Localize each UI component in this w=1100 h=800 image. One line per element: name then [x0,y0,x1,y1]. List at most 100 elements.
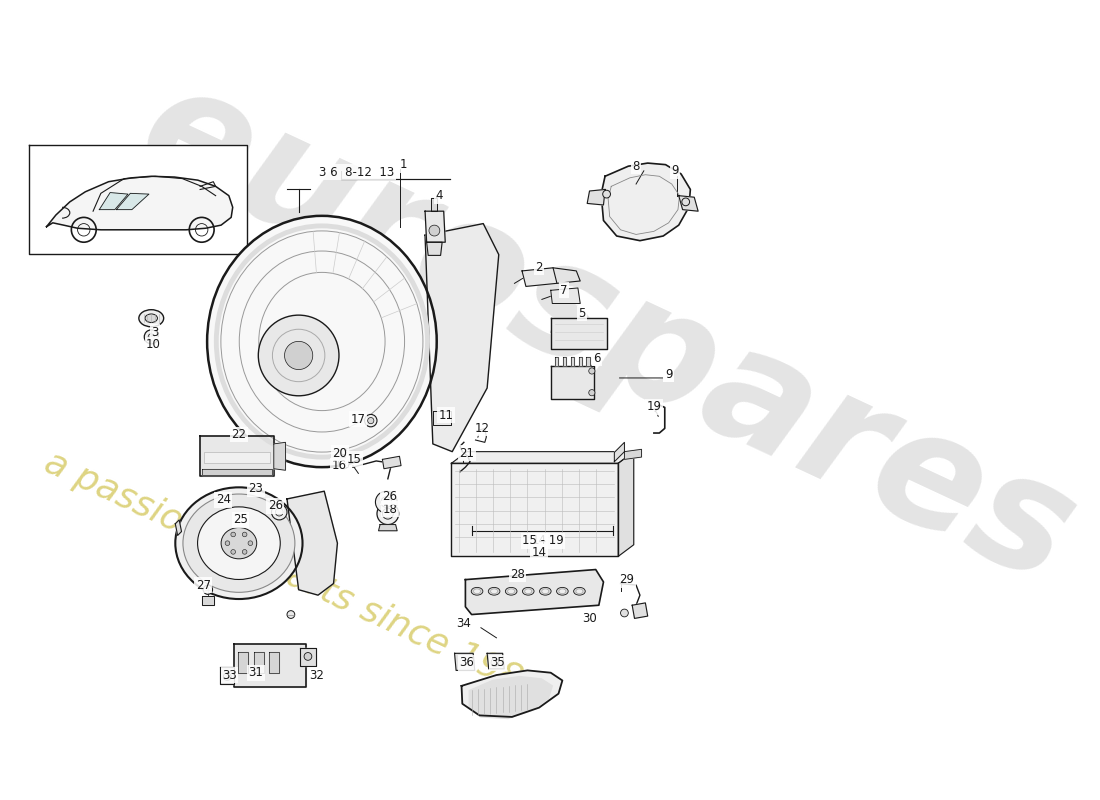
Circle shape [226,541,230,546]
Text: 5: 5 [579,307,585,320]
Polygon shape [587,190,605,205]
Ellipse shape [207,216,437,467]
Polygon shape [201,596,214,606]
Ellipse shape [539,587,551,595]
Text: 19: 19 [647,400,661,413]
Circle shape [144,330,158,344]
Polygon shape [586,357,590,366]
Text: 9: 9 [671,164,679,178]
Ellipse shape [491,589,497,594]
Polygon shape [300,648,316,666]
Circle shape [341,449,346,454]
Ellipse shape [542,589,549,594]
Ellipse shape [576,589,583,594]
Text: 28: 28 [510,568,525,581]
Ellipse shape [559,589,565,594]
Circle shape [367,418,374,424]
Text: eurospares: eurospares [117,49,1098,617]
Polygon shape [487,654,504,669]
Ellipse shape [139,310,164,326]
Text: a passion for parts since 1985: a passion for parts since 1985 [39,446,548,707]
Ellipse shape [175,487,302,599]
Text: 15: 15 [348,453,362,466]
Polygon shape [556,357,559,366]
Polygon shape [465,570,604,614]
Text: 10: 10 [146,338,161,351]
Circle shape [304,653,311,660]
Circle shape [272,504,287,520]
Polygon shape [522,268,557,286]
Ellipse shape [508,589,515,594]
Circle shape [588,368,595,374]
Circle shape [231,532,235,537]
Polygon shape [200,436,274,477]
Circle shape [603,190,611,198]
Polygon shape [614,442,625,462]
Ellipse shape [488,587,499,595]
Circle shape [377,503,398,525]
Polygon shape [451,452,634,463]
Text: 17: 17 [351,413,366,426]
Polygon shape [234,644,306,686]
Polygon shape [679,196,699,211]
Text: 26: 26 [268,499,283,513]
Text: 31: 31 [249,666,263,679]
Polygon shape [602,163,691,241]
Polygon shape [30,146,246,254]
Polygon shape [625,450,641,459]
Ellipse shape [471,587,483,595]
Text: 35: 35 [491,656,505,669]
Text: 3 6  8-12  13: 3 6 8-12 13 [319,166,395,179]
Text: 20: 20 [332,446,348,460]
Ellipse shape [221,527,256,559]
Polygon shape [254,652,264,674]
Circle shape [381,497,392,507]
Circle shape [429,225,440,236]
Text: 7: 7 [560,284,568,297]
Polygon shape [563,357,566,366]
Text: 1: 1 [399,158,407,171]
Circle shape [491,658,498,666]
Text: 15 - 19: 15 - 19 [522,534,564,547]
Text: 11: 11 [439,409,453,422]
FancyBboxPatch shape [204,452,270,462]
Polygon shape [274,442,286,470]
Text: 6: 6 [594,352,601,365]
Polygon shape [117,194,148,210]
Ellipse shape [557,587,569,595]
Text: 2: 2 [536,261,543,274]
Text: 8: 8 [632,160,640,173]
Text: 36: 36 [460,656,474,669]
Ellipse shape [525,589,531,594]
Polygon shape [99,193,128,210]
Polygon shape [551,318,606,350]
Polygon shape [378,525,397,530]
Text: 23: 23 [249,482,263,495]
Text: 32: 32 [309,669,323,682]
Text: 9: 9 [664,367,672,381]
Polygon shape [425,223,498,452]
Polygon shape [46,176,233,230]
Polygon shape [632,603,648,618]
Ellipse shape [505,587,517,595]
Polygon shape [201,469,273,475]
Polygon shape [220,667,234,684]
Circle shape [383,508,394,519]
Circle shape [242,550,248,554]
Circle shape [148,334,154,340]
Text: 22: 22 [231,428,246,441]
Circle shape [620,609,628,617]
Text: 4: 4 [436,189,443,202]
Polygon shape [551,288,580,303]
Circle shape [242,532,248,537]
Circle shape [338,458,349,469]
Text: 14: 14 [531,546,547,559]
Circle shape [285,342,312,370]
Circle shape [682,198,690,206]
Text: 18: 18 [383,502,397,515]
Polygon shape [238,652,249,674]
Text: 34: 34 [456,618,471,630]
Text: 25: 25 [233,514,248,526]
Ellipse shape [198,507,280,579]
Text: 33: 33 [222,669,236,682]
